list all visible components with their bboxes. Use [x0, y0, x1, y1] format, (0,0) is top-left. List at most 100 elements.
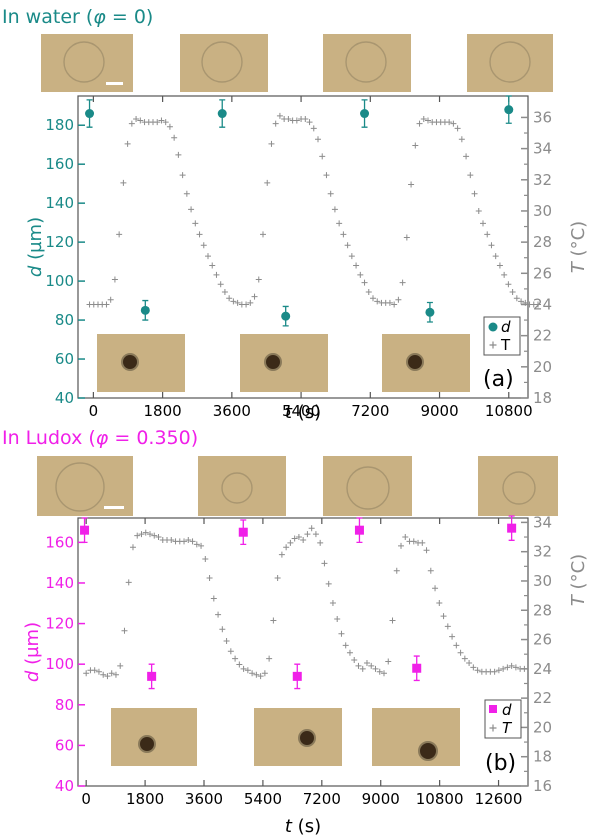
- temperature-point: [325, 580, 332, 587]
- temperature-point: [217, 281, 224, 288]
- temperature-point: [319, 153, 326, 160]
- temperature-point: [253, 671, 260, 678]
- temperature-point: [236, 661, 243, 668]
- panel-a-y-axis-label: d (µm): [25, 217, 46, 277]
- y-tick-label: 140: [45, 194, 74, 212]
- temperature-point: [227, 648, 234, 655]
- temperature-point: [496, 262, 503, 269]
- y2-tick-label: 36: [533, 108, 552, 126]
- temperature-point: [137, 117, 144, 124]
- y2-tick-label: 32: [533, 171, 552, 189]
- panel-b-y2-axis-label: T (°C): [568, 554, 589, 606]
- photo-b-top-2-droplet: [221, 472, 253, 504]
- temperature-point: [158, 117, 165, 124]
- temperature-point: [168, 536, 175, 543]
- y-tick-label: 140: [45, 574, 74, 592]
- temperature-point: [219, 626, 226, 633]
- y2-tick-label: 22: [533, 327, 552, 345]
- temperature-point: [175, 151, 182, 158]
- temperature-point: [202, 556, 209, 563]
- temperature-point: [189, 538, 196, 545]
- panel-a-title-suffix: = 0): [106, 6, 154, 28]
- photo-b-bottom-3-particle: [418, 741, 438, 761]
- panel-a-legend-T-marker: [489, 341, 497, 349]
- temperature-point: [321, 560, 328, 567]
- temperature-point: [268, 140, 275, 147]
- temperature-point: [484, 231, 491, 238]
- temperature-point: [440, 613, 447, 620]
- temperature-point: [188, 206, 195, 213]
- photo-a-scale-bar: [106, 82, 123, 85]
- diameter-point: [238, 527, 248, 537]
- temperature-point: [213, 271, 220, 278]
- y2-tick-label: 22: [533, 689, 552, 707]
- photo-b-top-3-droplet: [346, 466, 390, 510]
- temperature-point: [351, 657, 358, 664]
- temperature-point: [91, 667, 98, 674]
- x-tick-label: 5400: [282, 402, 320, 420]
- y-tick-label: 60: [55, 736, 74, 754]
- panel-b-left-y-ticks: 40 60 80 100 120 140 160: [45, 533, 85, 795]
- temperature-point: [230, 298, 237, 305]
- panel-b-legend-T-marker: [489, 724, 497, 732]
- temperature-point: [257, 673, 264, 680]
- x-tick-label: 10800: [416, 790, 464, 808]
- temperature-point: [376, 668, 383, 675]
- y-tick-label: 80: [55, 311, 74, 329]
- photo-b-top-4-droplet: [502, 471, 536, 505]
- temperature-point: [470, 664, 477, 671]
- temperature-point: [513, 295, 520, 302]
- y2-tick-label: 30: [533, 202, 552, 220]
- temperature-point: [116, 231, 123, 238]
- temperature-point: [264, 179, 271, 186]
- temperature-point: [124, 140, 131, 147]
- diameter-point: [412, 663, 422, 673]
- temperature-point: [295, 534, 302, 541]
- temperature-point: [247, 299, 254, 306]
- temperature-point: [446, 119, 453, 126]
- temperature-point: [374, 298, 381, 305]
- temperature-point: [457, 649, 464, 656]
- temperature-point: [125, 579, 132, 586]
- temperature-point: [389, 617, 396, 624]
- temperature-point: [432, 585, 439, 592]
- temperature-point: [185, 536, 192, 543]
- temperature-point: [454, 125, 461, 132]
- y2-tick-label: 32: [533, 543, 552, 561]
- temperature-point: [348, 253, 355, 260]
- y2-tick-label: 20: [533, 718, 552, 736]
- panel-a-letter: (a): [483, 367, 514, 392]
- panel-a-legend-d-marker: [488, 322, 498, 332]
- temperature-point: [329, 599, 336, 606]
- panel-a-legend-T-label: T: [500, 336, 511, 354]
- x-tick-label: 3600: [213, 402, 251, 420]
- x-tick-label: 7200: [303, 790, 341, 808]
- temperature-point: [444, 623, 451, 630]
- temperature-point: [240, 665, 247, 672]
- temperature-point: [403, 234, 410, 241]
- y-tick-label: 120: [45, 615, 74, 633]
- temperature-point: [183, 190, 190, 197]
- temperature-point: [151, 532, 158, 539]
- temperature-point: [117, 662, 124, 669]
- y2-tick-label: 18: [533, 748, 552, 766]
- photo-b-bottom-3: [372, 708, 460, 766]
- temperature-point: [287, 539, 294, 546]
- photo-a-bottom-2: [240, 334, 328, 392]
- temperature-point: [398, 542, 405, 549]
- temperature-point: [491, 668, 498, 675]
- temperature-point: [244, 667, 251, 674]
- x-tick-label: 1800: [144, 402, 182, 420]
- y2-tick-label: 20: [533, 358, 552, 376]
- temperature-point: [419, 539, 426, 546]
- temperature-point: [112, 671, 119, 678]
- temperature-point: [210, 595, 217, 602]
- temperature-point: [410, 538, 417, 545]
- temperature-point: [331, 206, 338, 213]
- photo-b-bottom-1: [111, 708, 197, 766]
- temperature-point: [436, 599, 443, 606]
- temperature-point: [243, 301, 250, 308]
- photo-b-bottom-2-particle: [298, 729, 316, 747]
- photo-b-top-1-droplet: [55, 462, 105, 512]
- x-tick-label: 1800: [126, 790, 164, 808]
